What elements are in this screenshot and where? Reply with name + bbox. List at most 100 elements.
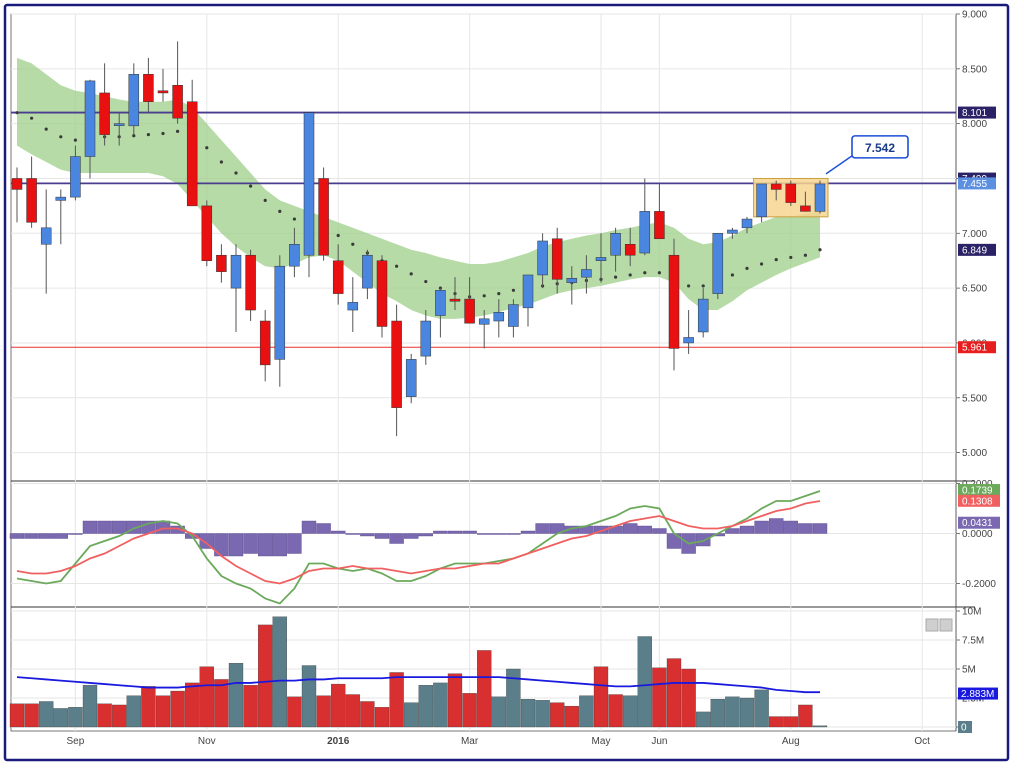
ma-dot bbox=[59, 135, 63, 139]
volume-bar bbox=[243, 685, 258, 728]
ma-dot bbox=[205, 146, 209, 150]
y-tick-label: 5M bbox=[962, 665, 976, 676]
volume-ma-line bbox=[16, 676, 820, 694]
candle-body bbox=[55, 196, 67, 201]
volume-bar bbox=[520, 699, 536, 728]
macd-histogram-bar bbox=[9, 533, 25, 539]
ma-dot bbox=[657, 271, 662, 275]
volume-bar bbox=[170, 690, 185, 728]
candle-body bbox=[70, 156, 81, 198]
volume-bar bbox=[404, 702, 419, 728]
price-badge-label: 6.849 bbox=[962, 245, 987, 256]
price-badge bbox=[958, 106, 996, 119]
y-tick-label: 8.000 bbox=[962, 119, 987, 130]
ma-dot bbox=[336, 233, 340, 238]
x-tick-label: Mar bbox=[461, 736, 479, 747]
ma-dot bbox=[234, 171, 238, 175]
candle-body bbox=[668, 254, 680, 349]
ma-dot bbox=[161, 131, 165, 136]
macd-histogram-bar bbox=[812, 523, 828, 534]
volume-bar bbox=[360, 701, 375, 728]
y-tick-label: 10M bbox=[962, 607, 981, 618]
y-tick-label: 5.500 bbox=[962, 393, 987, 404]
volume-bar bbox=[433, 682, 448, 728]
candle-body bbox=[303, 112, 315, 256]
macd-histogram-bar bbox=[623, 523, 638, 534]
candle-body bbox=[464, 298, 475, 324]
macd-histogram-bar bbox=[258, 533, 273, 557]
volume-bar bbox=[754, 689, 769, 728]
volume-bar bbox=[623, 695, 638, 728]
volume-bar bbox=[301, 665, 317, 728]
y-tick-label: 9.000 bbox=[962, 10, 987, 21]
macd-histogram-bar bbox=[301, 520, 317, 534]
candle-body bbox=[756, 183, 767, 218]
macd-histogram-bar bbox=[228, 533, 244, 557]
ma-dot bbox=[424, 279, 428, 284]
candle-body bbox=[143, 74, 154, 102]
x-tick-label: Jun bbox=[651, 736, 667, 747]
volume-bar bbox=[593, 666, 609, 728]
volume-bar bbox=[739, 697, 755, 728]
candle-body bbox=[800, 205, 811, 212]
volume-bar bbox=[389, 672, 404, 728]
ma-dot bbox=[249, 184, 253, 188]
ma-dot bbox=[511, 288, 515, 292]
macd-histogram-bar bbox=[462, 530, 477, 534]
volume-bar bbox=[535, 700, 550, 728]
macd-badge-label: 0.0431 bbox=[962, 518, 993, 529]
price-panel: 7.542 bbox=[11, 41, 956, 437]
macd-histogram-bar bbox=[739, 525, 755, 534]
macd-histogram-bar bbox=[287, 533, 302, 554]
candle-body bbox=[186, 101, 198, 207]
macd-histogram-bar bbox=[637, 525, 652, 534]
price-badge-label: 8.101 bbox=[962, 108, 987, 119]
y-tick-label: 7.000 bbox=[962, 229, 987, 240]
macd-histogram-bar bbox=[477, 533, 492, 535]
ma-dot bbox=[760, 262, 764, 266]
maximize-button[interactable] bbox=[939, 618, 953, 632]
volume-bar bbox=[462, 693, 477, 728]
macd-histogram-bar bbox=[506, 533, 521, 535]
price-badge bbox=[958, 177, 996, 190]
candle-body bbox=[741, 218, 753, 229]
volume-bar bbox=[228, 663, 244, 728]
ma-dot bbox=[263, 198, 267, 202]
candle-body bbox=[566, 277, 578, 283]
macd-histogram-bar bbox=[535, 523, 550, 534]
candle-body bbox=[683, 337, 694, 344]
x-tick-label: Oct bbox=[914, 736, 930, 747]
macd-histogram-bar bbox=[243, 533, 258, 554]
candle-body bbox=[654, 211, 665, 240]
move-up-icon[interactable] bbox=[925, 618, 939, 632]
x-tick-label: Sep bbox=[67, 736, 85, 747]
y-tick-label: 7.5M bbox=[962, 636, 984, 647]
ma-dot bbox=[497, 292, 501, 296]
macd-histogram-bar bbox=[24, 533, 39, 539]
volume-bar bbox=[447, 673, 463, 728]
macd-histogram-bar bbox=[418, 533, 433, 537]
macd-histogram-bar bbox=[111, 520, 127, 534]
panel-controls[interactable] bbox=[925, 618, 953, 632]
volume-bar bbox=[608, 694, 623, 728]
volume-bar bbox=[214, 679, 229, 728]
candle-body bbox=[216, 254, 227, 272]
macd-badge-label: 0.1739 bbox=[962, 486, 993, 497]
volume-bar bbox=[97, 703, 112, 728]
volume-badge-label: 0 bbox=[961, 723, 967, 734]
candle-body bbox=[449, 298, 461, 302]
move-up-button[interactable] bbox=[925, 618, 939, 632]
candle-body bbox=[595, 257, 607, 261]
candle-body bbox=[522, 274, 534, 309]
ma-dot bbox=[219, 160, 223, 164]
ma-dot bbox=[687, 284, 691, 288]
macd-histogram-bar bbox=[520, 530, 536, 534]
x-tick-label: Nov bbox=[198, 736, 216, 747]
macd-histogram-bar bbox=[652, 528, 667, 534]
volume-bar bbox=[418, 685, 433, 728]
volume-bar bbox=[769, 716, 784, 728]
macd-histogram-bar bbox=[593, 525, 609, 534]
maximize-icon[interactable] bbox=[939, 618, 953, 632]
signal-line bbox=[16, 500, 821, 585]
